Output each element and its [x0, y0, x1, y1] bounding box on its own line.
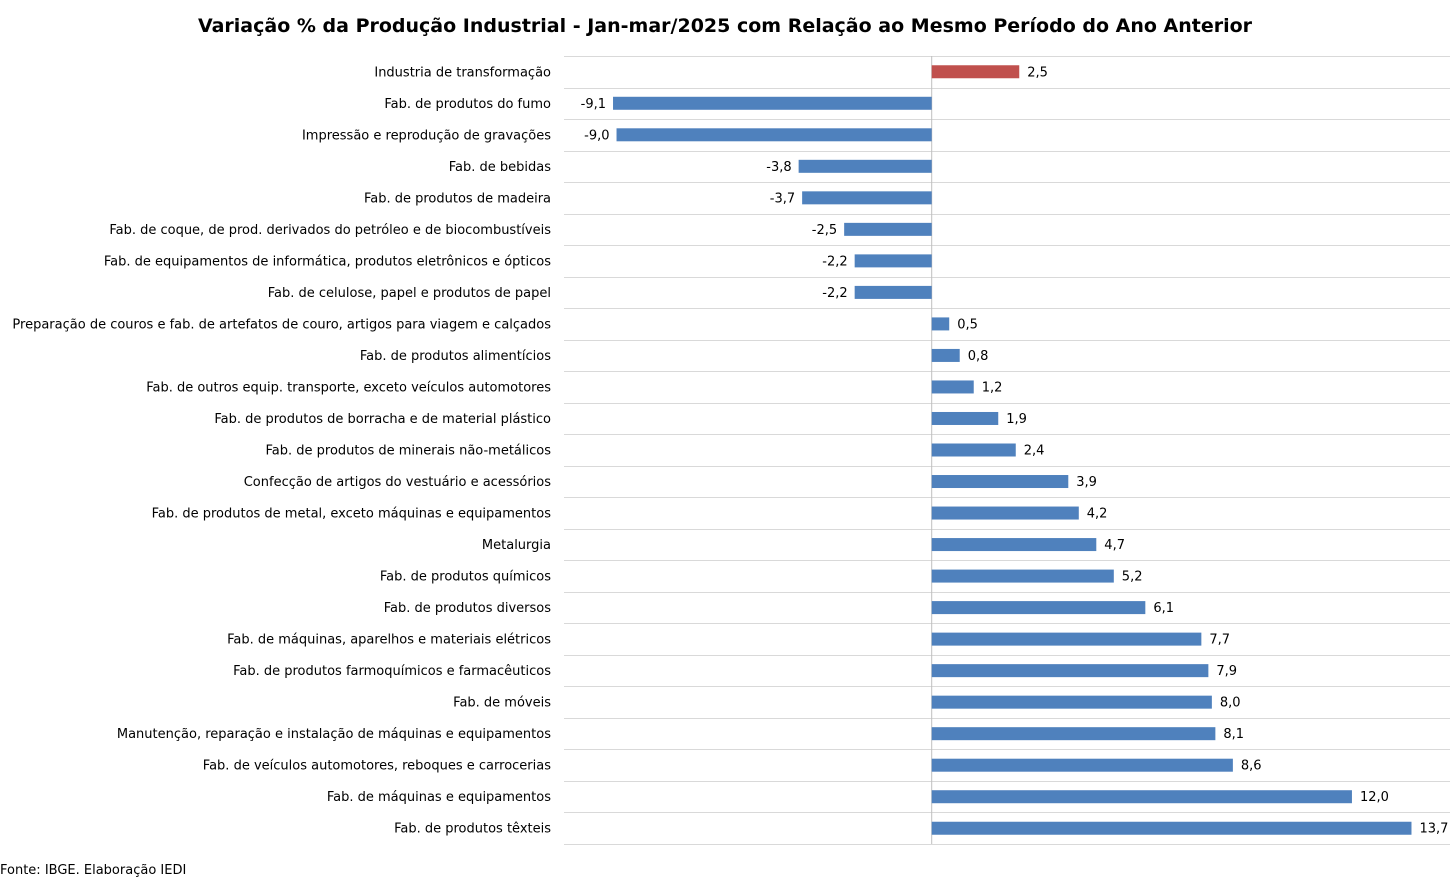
category-label: Fab. de veículos automotores, reboques e…	[203, 759, 551, 774]
value-label: 1,2	[982, 380, 1003, 395]
bar-chart: Variação % da Produção Industrial - Jan-…	[12, 15, 1450, 845]
bar	[931, 317, 950, 331]
source-note: Fonte: IBGE. Elaboração IEDI	[0, 863, 187, 878]
bar	[854, 254, 932, 268]
category-label: Manutenção, reparação e instalação de má…	[117, 727, 551, 742]
category-label: Fab. de bebidas	[449, 160, 551, 175]
value-label: 0,8	[968, 349, 989, 364]
gridlines	[564, 56, 1450, 845]
category-label: Metalurgia	[482, 538, 551, 553]
value-label: 8,0	[1220, 696, 1241, 711]
bar	[931, 632, 1202, 646]
category-labels: Industria de transformação Fab. de produt…	[12, 65, 551, 836]
value-label: -9,0	[584, 128, 609, 143]
bar	[931, 664, 1209, 678]
category-label: Fab. de produtos químicos	[380, 570, 551, 585]
value-label: 2,5	[1027, 65, 1048, 80]
bar	[931, 348, 960, 362]
value-labels: 2,5 -9,1 -9,0 -3,8 -3,7 -2,5 -2,2 -2,2 0,5 0,8 1,2…	[581, 65, 1449, 836]
category-label: Fab. de produtos de madeira	[364, 191, 551, 206]
category-label: Fab. de produtos de metal, exceto máquin…	[152, 507, 552, 522]
category-label: Fab. de outros equip. transporte, exceto…	[146, 380, 551, 395]
bar	[844, 222, 932, 236]
category-label: Preparação de couros e fab. de artefatos…	[12, 317, 551, 332]
category-label: Fab. de produtos de borracha e de materi…	[214, 412, 551, 427]
value-label: -3,7	[770, 191, 795, 206]
value-label: 7,7	[1209, 633, 1230, 648]
value-label: 2,4	[1024, 444, 1045, 459]
category-label: Fab. de produtos do fumo	[384, 97, 551, 112]
chart-title: Variação % da Produção Industrial - Jan-…	[198, 15, 1253, 37]
bar	[931, 411, 999, 425]
value-label: 3,9	[1076, 475, 1097, 490]
category-label: Fab. de produtos alimentícios	[360, 349, 551, 364]
value-label: 4,2	[1087, 507, 1108, 522]
category-label: Fab. de produtos farmoquímicos e farmacê…	[233, 664, 551, 679]
bar	[931, 821, 1412, 835]
bar	[931, 475, 1069, 489]
bar	[931, 695, 1212, 709]
category-label: Industria de transformação	[374, 65, 551, 80]
category-label: Fab. de máquinas, aparelhos e materiais …	[227, 633, 551, 648]
bar	[931, 443, 1016, 457]
value-label: -2,2	[822, 254, 847, 269]
category-label: Fab. de equipamentos de informática, pro…	[104, 254, 551, 269]
value-label: -9,1	[581, 97, 606, 112]
category-label: Fab. de máquinas e equipamentos	[327, 790, 551, 805]
value-label: -2,2	[822, 286, 847, 301]
value-label: -3,8	[766, 160, 791, 175]
bar	[616, 128, 932, 142]
bar	[931, 65, 1020, 79]
bars-group	[613, 65, 1412, 835]
value-label: 7,9	[1216, 664, 1237, 679]
value-label: 12,0	[1360, 790, 1389, 805]
category-label: Fab. de móveis	[453, 696, 551, 711]
bar	[931, 506, 1079, 520]
value-label: 8,1	[1223, 727, 1244, 742]
bar	[931, 380, 974, 394]
category-label: Impressão e reprodução de gravações	[302, 128, 551, 143]
category-label: Fab. de produtos têxteis	[394, 822, 551, 837]
category-label: Fab. de produtos de minerais não-metálic…	[266, 444, 552, 459]
bar	[931, 758, 1233, 772]
value-label: -2,5	[812, 223, 837, 238]
bar	[931, 601, 1146, 615]
value-label: 4,7	[1104, 538, 1125, 553]
bar	[931, 790, 1352, 804]
category-label: Confecção de artigos do vestuário e aces…	[244, 475, 552, 490]
bar	[931, 727, 1216, 741]
value-label: 6,1	[1153, 601, 1174, 616]
bar	[798, 159, 932, 173]
bar	[931, 538, 1097, 552]
value-label: 1,9	[1006, 412, 1027, 427]
category-label: Fab. de coque, de prod. derivados do pet…	[109, 223, 551, 238]
value-label: 5,2	[1122, 570, 1143, 585]
value-label: 0,5	[957, 317, 978, 332]
category-label: Fab. de produtos diversos	[384, 601, 551, 616]
category-label: Fab. de celulose, papel e produtos de pa…	[268, 286, 551, 301]
bar	[931, 569, 1114, 583]
bar	[802, 191, 932, 205]
bar	[854, 285, 932, 299]
value-label: 13,7	[1419, 822, 1448, 837]
bar	[613, 96, 932, 110]
value-label: 8,6	[1241, 759, 1262, 774]
